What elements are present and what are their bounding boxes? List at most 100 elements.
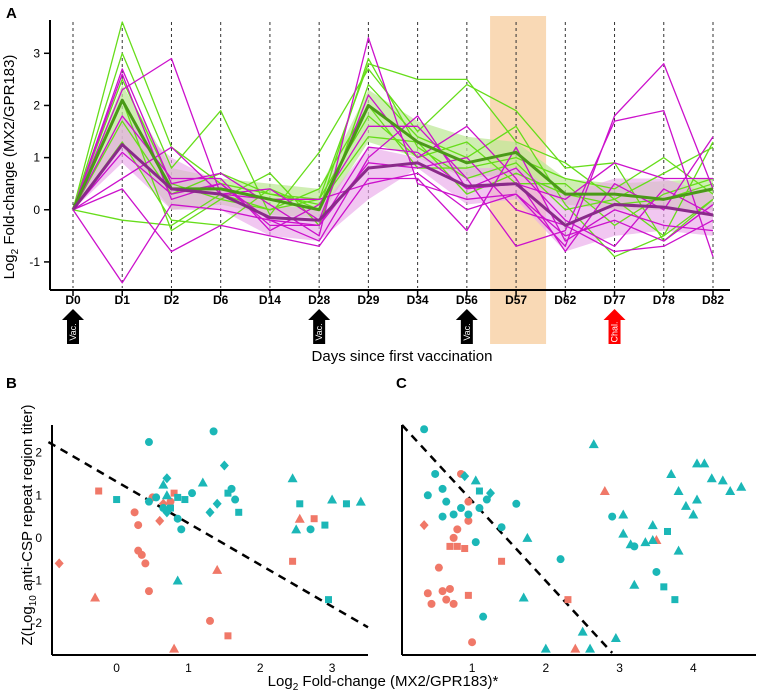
- point-salmon-circle: [468, 638, 477, 647]
- series-line-magenta-8: [72, 146, 714, 242]
- series-line-magenta-mean: [71, 143, 714, 227]
- point-salmon-square: [564, 596, 572, 604]
- point-salmon-square: [461, 545, 469, 553]
- point-teal-diamond: [205, 507, 215, 518]
- panel-label-b: B: [6, 375, 17, 392]
- point-teal-circle: [652, 567, 661, 576]
- x-tick-label-D1: D1: [115, 293, 131, 307]
- x-tick-label: 3: [616, 661, 623, 675]
- point-teal-circle: [442, 497, 451, 506]
- point-salmon-square: [170, 489, 178, 497]
- point-teal-square: [325, 596, 332, 604]
- point-teal-square: [167, 504, 174, 512]
- point-teal-circle: [608, 512, 617, 521]
- x-tick-label-D78: D78: [653, 293, 675, 307]
- regression-line: [401, 424, 614, 654]
- vac-arrow-D0: Vac.: [62, 309, 84, 344]
- series-line-magenta-4: [72, 115, 713, 242]
- point-teal-triangle: [666, 468, 677, 478]
- point-teal-circle: [556, 555, 565, 564]
- point-salmon-square: [289, 557, 297, 565]
- x-tick-label: 2: [257, 661, 264, 675]
- point-teal-circle: [188, 489, 197, 498]
- arrow-label: Vac.: [314, 323, 324, 340]
- x-tick-label: 1: [469, 661, 476, 675]
- x-tick-labels: D0 D1 D2 D6 D14 D28 D29 D34 D56 D57 D62 D77 D78 D82: [65, 290, 724, 307]
- point-teal-circle: [144, 497, 153, 506]
- x-tick-label-D62: D62: [554, 293, 576, 307]
- point-salmon-square: [498, 557, 506, 565]
- point-teal-square: [235, 508, 243, 516]
- y-axis-label-a: Log2 Fold-change (MX2/GPR183): [1, 55, 21, 280]
- point-salmon-circle: [453, 525, 462, 534]
- point-teal-triangle: [640, 537, 651, 547]
- point-teal-triangle: [161, 490, 172, 500]
- point-salmon-circle: [442, 595, 451, 604]
- point-teal-square: [296, 500, 304, 508]
- x-tick-label: 4: [690, 661, 697, 675]
- y-axis-label-b: Z(Log10 anti-CSP repeat region titer): [19, 405, 39, 646]
- x-tick-label-D14: D14: [259, 293, 281, 307]
- point-salmon-triangle: [169, 643, 180, 653]
- tick-labels: 1 2 3 4: [469, 661, 697, 675]
- point-teal-circle: [457, 504, 465, 513]
- point-salmon-triangle: [599, 486, 610, 496]
- x-tick-label-D2: D2: [164, 293, 180, 307]
- y-tick-label: 2: [33, 98, 40, 112]
- point-salmon-circle: [206, 616, 214, 625]
- point-salmon-diamond: [419, 520, 429, 531]
- scatter-points: [419, 425, 747, 653]
- point-teal-triangle: [706, 473, 717, 483]
- point-teal-diamond: [219, 460, 229, 471]
- point-teal-triangle: [355, 496, 366, 506]
- point-salmon-circle: [449, 599, 458, 608]
- y-tick-label: 2: [35, 446, 42, 460]
- point-salmon-circle: [464, 516, 473, 525]
- point-teal-diamond: [486, 488, 495, 499]
- point-salmon-triangle: [212, 564, 223, 574]
- y-tick-label: 1: [35, 488, 42, 502]
- panel-label-c: C: [396, 375, 407, 392]
- chal-arrow-D77: Chal.: [603, 309, 626, 344]
- arrow-label: Vac.: [462, 323, 472, 340]
- point-teal-square: [664, 527, 671, 535]
- point-teal-circle: [449, 510, 458, 519]
- point-teal-diamond: [162, 473, 172, 484]
- point-teal-square: [671, 596, 679, 604]
- point-salmon-circle: [141, 559, 150, 568]
- arrow-label: Vac.: [68, 323, 78, 340]
- point-teal-triangle: [291, 524, 302, 534]
- x-tick-label-D57: D57: [505, 293, 527, 307]
- axes: [51, 425, 368, 656]
- point-teal-triangle: [629, 579, 640, 589]
- point-teal-triangle: [688, 509, 699, 519]
- point-teal-triangle: [692, 494, 702, 504]
- point-salmon-circle: [464, 497, 473, 506]
- x-tick-label: 0: [113, 661, 120, 675]
- series-line-green-6: [72, 57, 714, 237]
- x-axis-label-a: Days since first vaccination: [312, 348, 493, 365]
- point-teal-triangle: [585, 643, 596, 653]
- point-teal-circle: [630, 542, 639, 551]
- y-tick-label: 0: [35, 531, 42, 545]
- point-teal-circle: [209, 427, 218, 436]
- point-teal-circle: [471, 538, 480, 547]
- x-tick-label-D28: D28: [308, 293, 330, 307]
- y-tick-label: 0: [33, 203, 40, 217]
- point-teal-triangle: [577, 626, 588, 636]
- x-axis-label-bc: Log2 Fold-change (MX2/GPR183)*: [268, 673, 499, 693]
- point-teal-circle: [464, 510, 473, 519]
- point-teal-triangle: [699, 458, 710, 468]
- vac-arrow-D28: Vac.: [308, 309, 331, 344]
- point-salmon-triangle: [90, 592, 101, 602]
- point-teal-circle: [420, 425, 429, 434]
- axes: [401, 425, 756, 656]
- point-teal-square: [113, 496, 121, 504]
- series-line-magenta-7: [72, 73, 714, 247]
- series-line-green-2: [72, 52, 714, 242]
- x-tick-label-D82: D82: [702, 293, 724, 307]
- arrow-label: Chal.: [610, 321, 620, 342]
- point-salmon-circle: [445, 584, 454, 593]
